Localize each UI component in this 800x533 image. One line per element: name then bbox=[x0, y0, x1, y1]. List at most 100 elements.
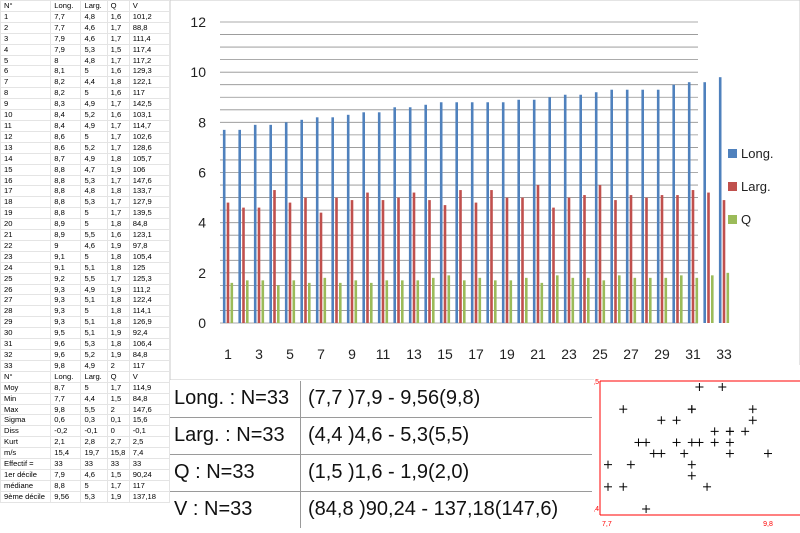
bar-larg bbox=[273, 190, 276, 323]
table-cell: 4,6 bbox=[80, 32, 108, 45]
table-row: 9 8,3 4,9 1,7 142,5 bbox=[0, 98, 171, 111]
table-row: 33 9,8 4,9 2 117 bbox=[0, 359, 171, 372]
table-cell: 1,8 bbox=[106, 185, 130, 198]
data-table: N° Long. Larg. Q V 1 7,7 4,8 1,6 101,2 2 7,7 4,6 1,7 8… bbox=[0, 0, 171, 503]
table-cell: -0,2 bbox=[50, 425, 82, 438]
table-cell: 8,4 bbox=[50, 119, 82, 132]
scatter-point bbox=[687, 460, 696, 469]
table-header-row: N° Long. Larg. Q V bbox=[0, 0, 171, 12]
table-cell: 1,9 bbox=[106, 163, 130, 176]
table-cell: Effectif = bbox=[0, 458, 52, 470]
table-cell: 105,7 bbox=[128, 152, 171, 165]
stats-row: médiane 8,8 5 1,7 117 bbox=[0, 479, 171, 492]
bar-larg bbox=[474, 202, 478, 323]
bar-long bbox=[346, 114, 350, 323]
x-tick-label: 5 bbox=[286, 346, 294, 362]
table-cell: 18 bbox=[0, 196, 52, 209]
table-cell: 7,9 bbox=[50, 468, 82, 481]
bar-q bbox=[370, 282, 373, 323]
bar-long bbox=[238, 129, 241, 323]
bar-q bbox=[726, 272, 730, 323]
bar-long bbox=[455, 102, 458, 324]
table-row: 11 8,4 4,9 1,7 114,7 bbox=[0, 119, 171, 132]
summary-range: (84,8 )90,24 - 137,18(147,6) bbox=[308, 498, 559, 520]
scatter-point bbox=[657, 416, 666, 425]
table-cell: 1,6 bbox=[106, 229, 130, 241]
bar-q bbox=[339, 282, 342, 323]
table-cell: 31 bbox=[0, 338, 52, 350]
bar-long bbox=[548, 97, 551, 323]
scatter-point bbox=[619, 405, 628, 414]
table-row: 22 9 4,6 1,9 97,8 bbox=[0, 239, 171, 252]
bar-long bbox=[362, 112, 365, 323]
table-cell: 4 bbox=[0, 43, 52, 56]
bar-q bbox=[649, 277, 652, 323]
bar-larg bbox=[707, 192, 710, 323]
bar-q bbox=[664, 277, 668, 323]
bar-larg bbox=[521, 197, 524, 323]
table-row: 10 8,4 5,2 1,6 103,1 bbox=[0, 109, 171, 121]
bar-long bbox=[703, 82, 706, 323]
scatter-point bbox=[695, 383, 704, 391]
bar-long bbox=[594, 92, 598, 323]
table-cell: 8,8 bbox=[50, 479, 82, 492]
table-cell: 33 bbox=[80, 458, 108, 470]
table-cell: Long. bbox=[50, 0, 82, 12]
table-cell: 4,9 bbox=[80, 283, 108, 296]
table-cell: 103,1 bbox=[128, 109, 171, 121]
table-cell: 1,7 bbox=[106, 119, 130, 132]
table-cell: 90,24 bbox=[128, 468, 171, 481]
table-cell: 17 bbox=[0, 185, 52, 198]
table-cell: 117,2 bbox=[128, 54, 171, 67]
bar-larg bbox=[412, 192, 416, 323]
table-cell: V bbox=[128, 0, 171, 12]
table-cell: 10 bbox=[0, 109, 52, 121]
table-row: 31 9,6 5,3 1,8 106,4 bbox=[0, 338, 171, 350]
table-cell: 29 bbox=[0, 316, 52, 329]
table-cell: 4,6 bbox=[80, 239, 108, 252]
bar-long bbox=[486, 102, 489, 324]
x-tick-label: 23 bbox=[561, 346, 577, 362]
table-row: 8 8,2 5 1,6 117 bbox=[0, 87, 171, 100]
bar-long bbox=[672, 84, 675, 323]
table-row: 21 8,9 5,5 1,6 123,1 bbox=[0, 229, 171, 241]
table-cell: 8,8 bbox=[50, 174, 82, 187]
scatter-point bbox=[687, 405, 696, 414]
bar-long bbox=[393, 107, 396, 324]
scatter-plot: 5,5 4,4 7,7 9,8 bbox=[594, 365, 800, 533]
x-tick-label: 15 bbox=[437, 346, 453, 362]
table-cell: 8,7 bbox=[50, 381, 82, 394]
table-cell: 1,8 bbox=[106, 152, 130, 165]
table-cell: 9ème décile bbox=[0, 490, 52, 503]
x-tick-label: 27 bbox=[623, 346, 639, 362]
x-tick-label: 31 bbox=[685, 346, 701, 362]
table-cell: 5,3 bbox=[80, 338, 108, 350]
legend-label: Larg. bbox=[741, 179, 771, 194]
table-cell: 1,8 bbox=[106, 250, 130, 263]
bar-q bbox=[556, 275, 559, 323]
bar-long bbox=[424, 104, 427, 324]
scatter-point bbox=[703, 482, 712, 491]
bar-q bbox=[385, 280, 389, 323]
y-tick-label: 6 bbox=[198, 165, 206, 181]
table-cell: 5,3 bbox=[80, 174, 108, 187]
bar-larg bbox=[614, 200, 617, 323]
scatter-point bbox=[725, 438, 734, 447]
bar-q bbox=[354, 280, 358, 323]
scatter-point bbox=[626, 460, 635, 469]
table-cell: 23 bbox=[0, 250, 52, 263]
bar-larg bbox=[552, 207, 555, 323]
table-cell: Moy bbox=[0, 381, 52, 394]
table-cell: 2,7 bbox=[106, 436, 130, 449]
legend-swatch bbox=[728, 215, 737, 224]
bar-q bbox=[292, 280, 296, 323]
bar-long bbox=[470, 102, 474, 324]
table-cell: 8,9 bbox=[50, 218, 82, 231]
table-cell: N° bbox=[0, 0, 52, 12]
table-cell: 2,5 bbox=[128, 436, 171, 449]
legend-label: Q bbox=[741, 212, 751, 227]
x-tick-label: 7 bbox=[317, 346, 325, 362]
bar-larg bbox=[567, 197, 571, 323]
table-cell: Sigma bbox=[0, 414, 52, 427]
